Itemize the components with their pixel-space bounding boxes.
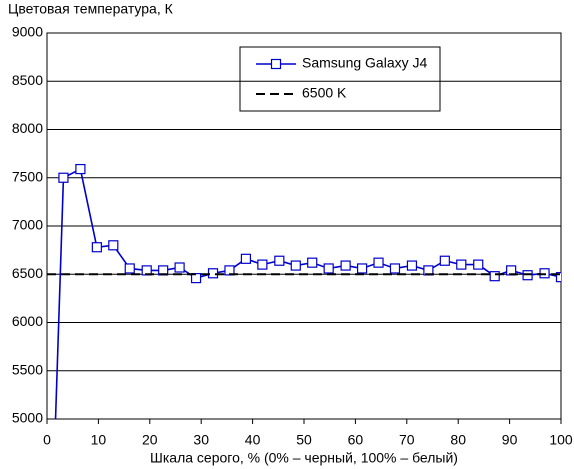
y-tick-label: 7500	[12, 168, 43, 184]
x-tick-label: 30	[193, 432, 209, 448]
data-point	[274, 255, 285, 266]
data-point	[240, 253, 252, 264]
data-point	[91, 242, 102, 253]
x-tick-label: 50	[296, 432, 312, 448]
data-point	[174, 262, 185, 273]
data-point	[489, 271, 500, 282]
x-axis-label: Шкала серого, % (0% – черный, 100% – бел…	[150, 450, 458, 466]
legend-label: 6500 K	[302, 85, 347, 101]
plot-area	[47, 163, 561, 433]
data-point	[439, 255, 450, 266]
data-point	[456, 259, 467, 270]
x-tick-label: 40	[245, 432, 261, 448]
x-tick-label: 60	[348, 432, 364, 448]
y-tick-label: 8500	[12, 72, 43, 88]
data-point	[124, 263, 135, 274]
legend: Samsung Galaxy J4 6500 K	[239, 46, 441, 112]
x-tick-label: 70	[399, 432, 415, 448]
y-tick-label: 9000	[12, 24, 43, 40]
y-tick-label: 5000	[12, 410, 43, 426]
y-tick-label: 8000	[12, 120, 43, 136]
data-point	[307, 257, 318, 268]
data-point	[75, 163, 86, 175]
plot-frame	[46, 32, 562, 420]
data-point	[257, 259, 268, 270]
data-point	[373, 257, 384, 268]
chart-title: Цветовая температура, К	[8, 1, 174, 17]
x-tick-label: 100	[549, 432, 573, 448]
data-point	[51, 424, 60, 433]
data-point	[290, 260, 301, 271]
data-point	[473, 259, 484, 270]
y-tick-label: 6500	[12, 265, 43, 281]
legend-box	[239, 46, 441, 112]
data-point	[340, 260, 351, 271]
x-tick-label: 0	[43, 432, 51, 448]
data-point	[58, 172, 69, 183]
legend-label: Samsung Galaxy J4	[302, 55, 427, 71]
x-tick-label: 90	[502, 432, 518, 448]
x-tick-label: 80	[450, 432, 466, 448]
x-tick-label: 10	[91, 432, 107, 448]
data-point	[323, 263, 334, 274]
data-point	[108, 240, 119, 251]
data-point	[389, 263, 401, 274]
data-point	[406, 260, 418, 271]
series-line	[54, 167, 561, 419]
data-point	[190, 273, 202, 284]
y-tick-label: 6000	[12, 313, 43, 329]
data-point	[356, 263, 368, 274]
x-tick-label: 20	[142, 432, 158, 448]
data-point	[555, 272, 561, 283]
y-tick-label: 7000	[12, 217, 43, 233]
legend-marker	[270, 58, 282, 70]
y-tick-label: 5500	[12, 361, 43, 377]
